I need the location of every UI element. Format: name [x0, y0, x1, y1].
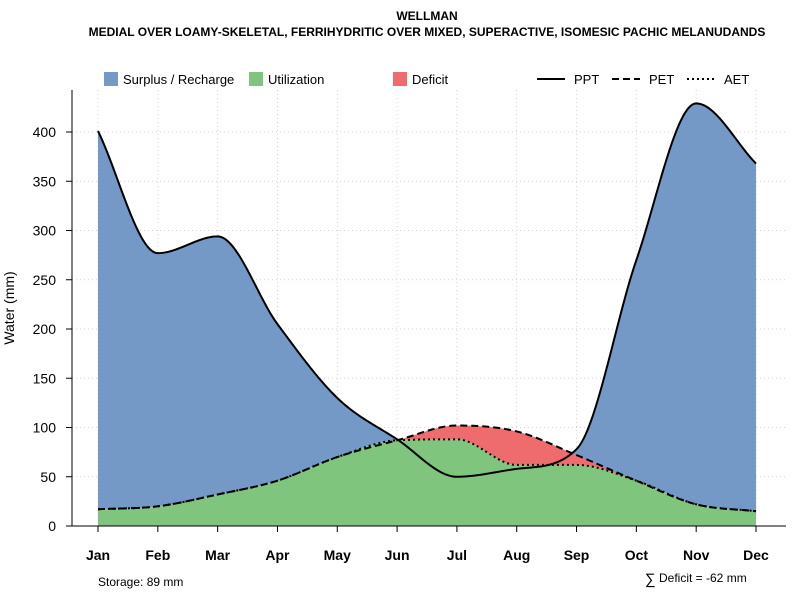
legend-swatch-utilization — [249, 72, 263, 86]
y-tick-label: 50 — [40, 469, 56, 485]
storage-note: Storage: 89 mm — [98, 575, 183, 589]
utilization-area — [98, 439, 756, 526]
area-fills — [98, 103, 756, 526]
x-tick-label-dec: Dec — [743, 547, 769, 563]
x-tick-label-feb: Feb — [145, 547, 170, 563]
series-lines — [97, 102, 757, 513]
y-tick-label: 300 — [33, 223, 57, 239]
y-axis-ticks: 0 50 100 150 200 250 300 350 400 — [33, 124, 72, 534]
surplus-area — [98, 103, 756, 512]
pet-line — [97, 424, 757, 513]
y-tick-label: 350 — [33, 173, 57, 189]
x-tick-label-oct: Oct — [625, 547, 649, 563]
y-tick-label: 0 — [48, 518, 56, 534]
x-tick-label-jun: Jun — [385, 547, 410, 563]
legend-label-deficit: Deficit — [412, 72, 449, 87]
axes — [71, 90, 786, 527]
y-tick-label: 150 — [33, 370, 57, 386]
ppt-line — [97, 102, 757, 478]
x-tick-label-apr: Apr — [265, 547, 290, 563]
x-tick-label-nov: Nov — [683, 547, 710, 563]
x-tick-label-aug: Aug — [503, 547, 530, 563]
y-tick-label: 100 — [33, 420, 57, 436]
deficit-note: Deficit = -62 mm — [659, 571, 747, 585]
x-tick-label-may: May — [324, 547, 351, 563]
legend-label-ppt: PPT — [574, 72, 599, 87]
legend-swatch-surplus — [104, 72, 118, 86]
y-tick-label: 250 — [33, 272, 57, 288]
y-tick-label: 200 — [33, 321, 57, 337]
y-axis-label: Water (mm) — [1, 271, 17, 344]
chart-title: WELLMAN — [396, 9, 457, 23]
x-tick-label-mar: Mar — [205, 547, 230, 563]
legend-label-pet: PET — [649, 72, 674, 87]
y-tick-label: 400 — [33, 124, 57, 140]
x-tick-label-jan: Jan — [86, 547, 110, 563]
x-tick-label-sep: Sep — [564, 547, 590, 563]
legend-label-utilization: Utilization — [268, 72, 324, 87]
x-axis-ticks: Jan Feb Mar Apr May Jun Jul Aug Sep Oct Nov Dec — [86, 526, 769, 563]
legend-swatch-deficit — [393, 72, 407, 86]
legend-label-surplus: Surplus / Recharge — [123, 72, 234, 87]
x-tick-label-jul: Jul — [447, 547, 467, 563]
deficit-sum-symbol: ∑ — [645, 571, 656, 588]
chart-subtitle: MEDIAL OVER LOAMY-SKELETAL, FERRIHYDRITI… — [89, 25, 766, 39]
legend-label-aet: AET — [724, 72, 749, 87]
legend: Surplus / Recharge Utilization Deficit P… — [104, 72, 749, 87]
